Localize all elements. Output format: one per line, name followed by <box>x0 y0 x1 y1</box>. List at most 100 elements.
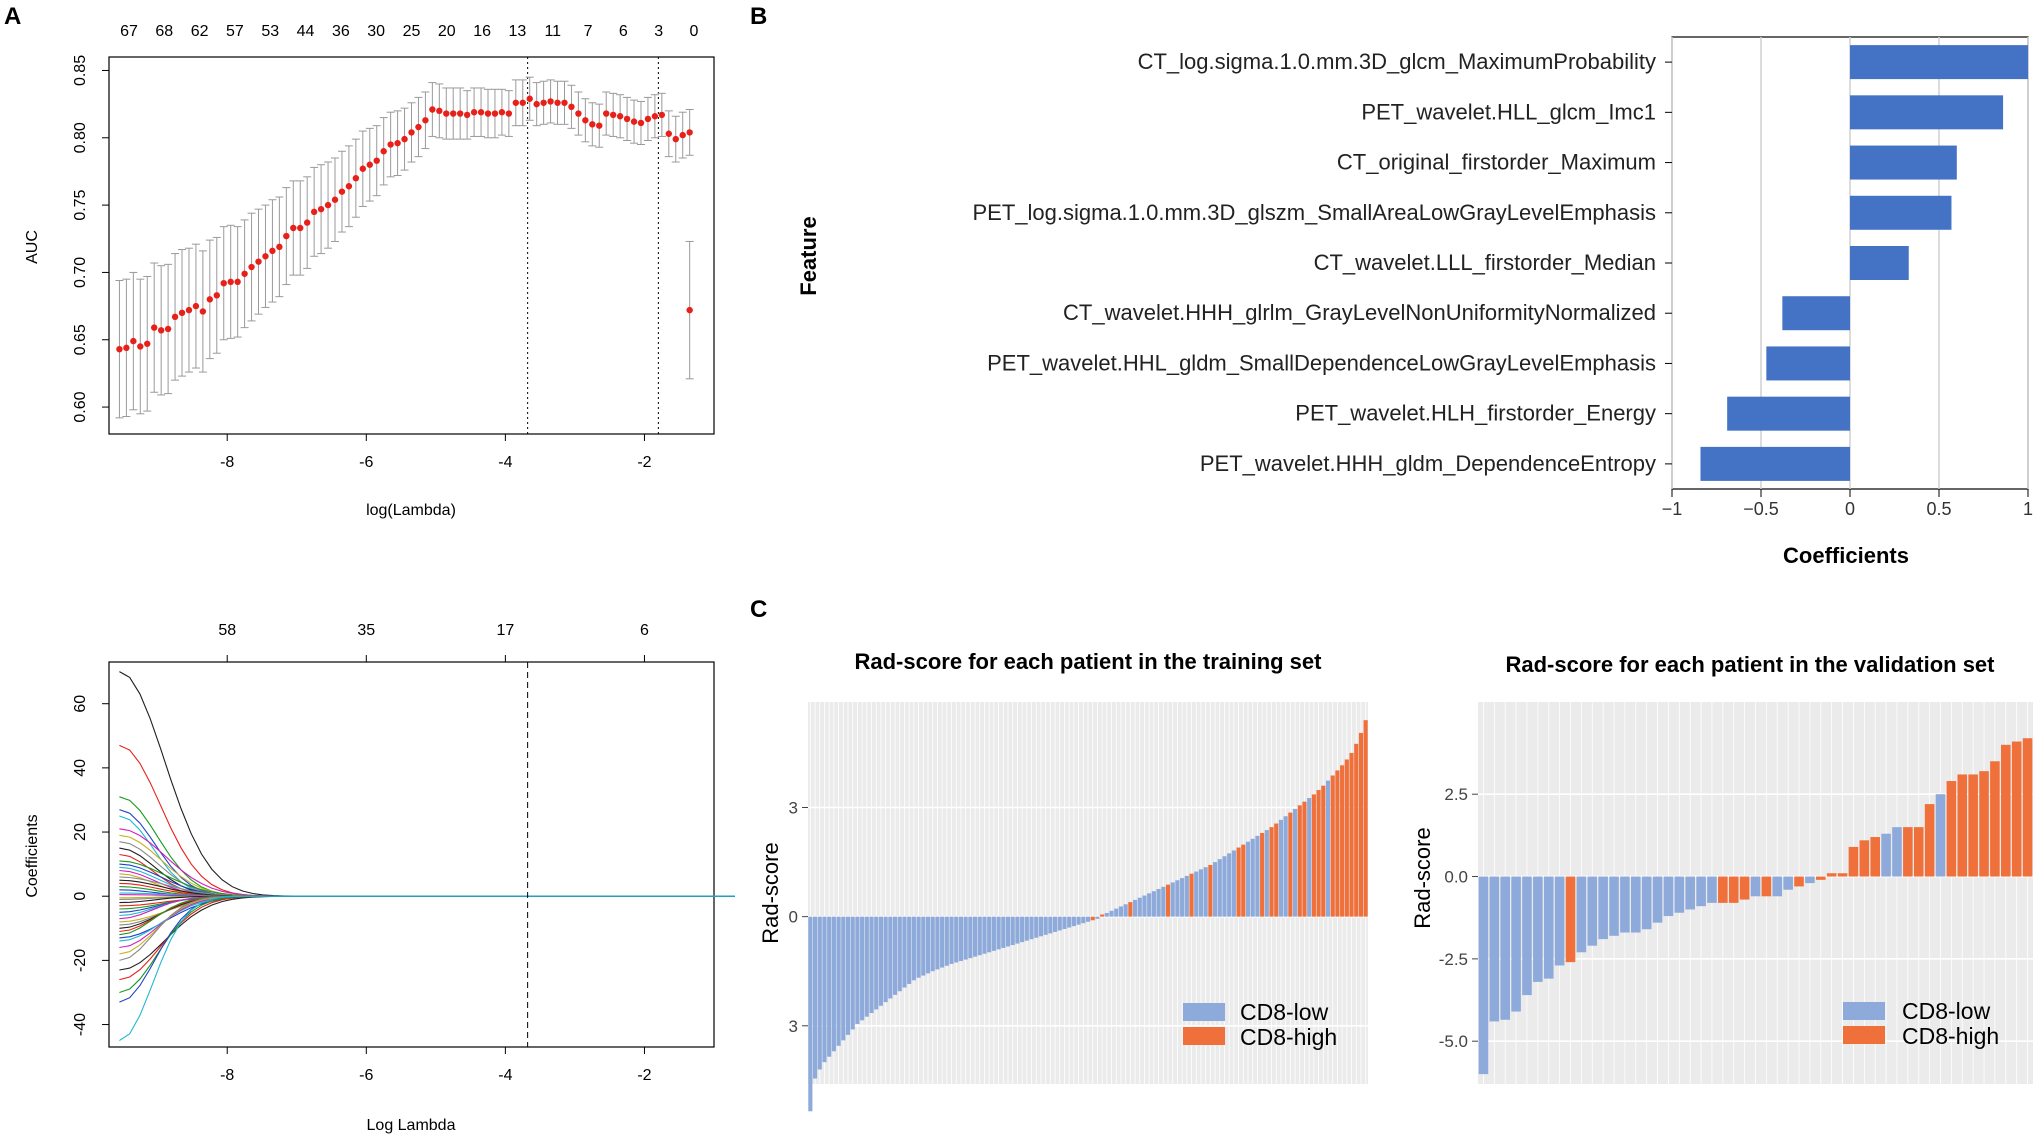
auc-point <box>157 327 165 334</box>
auc-point <box>470 109 478 116</box>
auc-x-label: log(Lambda) <box>366 502 456 519</box>
train-patient-bar <box>1307 798 1312 917</box>
auc-point <box>185 306 193 314</box>
coef-feature-label: CT_log.sigma.1.0.mm.3D_glcm_MaximumProba… <box>1138 49 1656 74</box>
train-patient-bar <box>1325 780 1331 917</box>
train-patient-bar <box>1142 895 1147 917</box>
auc-point <box>269 247 276 255</box>
val-patient-bar <box>1511 876 1521 1012</box>
val-patient-bar <box>1565 876 1576 963</box>
val-patient-bar <box>1707 876 1717 903</box>
train-patient-bar <box>907 916 912 984</box>
coef-feature-label: PET_wavelet.HLL_glcm_Imc1 <box>1361 99 1656 124</box>
train-patient-bar <box>1189 873 1194 917</box>
train-patient-bar <box>878 916 884 1006</box>
train-patient-bar <box>1062 916 1067 930</box>
val-patient-bar <box>2022 738 2033 877</box>
train-patient-bar <box>1311 794 1316 917</box>
coef-feature-label: PET_wavelet.HLH_firstorder_Energy <box>1295 401 1656 426</box>
auc-y-tick-label: 0.80 <box>72 122 89 153</box>
path-top-label: 6 <box>640 622 649 639</box>
auc-point <box>324 201 332 209</box>
val-patient-bar <box>1522 876 1532 996</box>
train-patient-bar <box>874 916 879 1010</box>
train-patient-bar <box>1316 790 1321 917</box>
auc-point <box>505 110 513 117</box>
auc-point <box>366 161 373 168</box>
train-patient-bar <box>888 916 893 999</box>
train-patient-bar <box>827 916 832 1057</box>
coef-bar <box>1850 246 1909 280</box>
auc-point <box>429 106 436 113</box>
path-top-label: 17 <box>496 622 514 639</box>
auc-point <box>206 296 214 303</box>
auc-point <box>575 110 582 117</box>
coef-bar <box>1782 296 1850 331</box>
val-patient-bar <box>1587 876 1598 946</box>
val-patient-bar <box>1968 774 1978 877</box>
val-patient-bar <box>1794 876 1804 887</box>
val-patient-bar <box>1892 827 1902 877</box>
path-y-label: Coefficients <box>24 814 41 897</box>
coef-marks: −1 −0.5 0 0.5 1 CT_log.sigma.1.0.mm.3D_glcm_M… <box>973 37 2033 519</box>
auc-point <box>630 118 638 125</box>
train-y-tick-label: 3 <box>789 799 798 818</box>
train-patient-bar <box>1264 830 1269 917</box>
train-patient-bar <box>1344 759 1349 917</box>
train-patient-bar <box>836 916 841 1046</box>
panel-label-b: B <box>750 3 767 30</box>
val-patient-bar <box>1772 876 1783 897</box>
auc-y-tick-label: 0.60 <box>72 391 89 422</box>
train-patient-bar <box>1278 819 1284 917</box>
path-y-tick-label: 20 <box>72 823 89 841</box>
coef-bar <box>1700 446 1850 481</box>
auc-point <box>373 157 380 164</box>
auc-point <box>561 99 568 106</box>
train-patient-bar <box>1198 869 1204 917</box>
train-patient-bar <box>1363 720 1368 917</box>
train-patient-bar <box>1302 801 1307 917</box>
train-patient-bar <box>1231 850 1236 917</box>
coef-path-line <box>119 895 735 994</box>
train-patient-bar <box>1010 916 1015 946</box>
auc-point <box>686 129 693 136</box>
coef-path-line <box>119 895 735 1003</box>
auc-point <box>408 129 415 136</box>
auc-point <box>596 122 603 129</box>
coef-x-tick-label: −1 <box>1662 499 1683 519</box>
auc-y-tick-label: 0.65 <box>72 324 89 355</box>
train-patient-bar <box>1170 882 1175 917</box>
coef-path-line <box>119 796 735 897</box>
coef-path-chart: -8 -6 -4 -2 -40 -20 0 20 40 60 58 35 17 6 Coefficient… <box>24 622 735 1134</box>
train-patient-bar <box>977 916 982 956</box>
train-patient-bar <box>1250 838 1255 917</box>
train-patient-bar <box>1175 880 1180 917</box>
auc-point <box>637 119 645 127</box>
auc-point <box>317 205 325 213</box>
auc-top-label: 25 <box>403 23 421 40</box>
auc-point <box>672 135 679 143</box>
train-patient-bar <box>822 916 827 1063</box>
train-legend: CD8-low CD8-high <box>1183 999 1337 1050</box>
train-patient-bar <box>911 916 916 981</box>
val-legend-low-label: CD8-low <box>1902 998 1991 1024</box>
train-patient-bar <box>1236 847 1241 917</box>
auc-point <box>512 99 520 106</box>
auc-y-tick-label: 0.75 <box>72 189 89 220</box>
val-patient-bar <box>1837 873 1848 877</box>
panel-label-a: A <box>4 3 21 30</box>
auc-plot-frame <box>108 56 715 435</box>
train-patient-bar <box>1095 916 1100 919</box>
val-y-tick-label: -2.5 <box>1439 950 1468 969</box>
train-patient-bar <box>1335 770 1340 917</box>
auc-point <box>116 345 123 353</box>
path-top-label: 35 <box>357 622 375 639</box>
val-patient-bar <box>1805 876 1815 884</box>
auc-point <box>436 107 443 115</box>
train-patient-bar <box>991 916 996 951</box>
train-patient-bar <box>1354 743 1359 917</box>
auc-point <box>387 141 394 148</box>
auc-point <box>658 111 666 119</box>
train-y-tick-label: 3 <box>789 1017 798 1036</box>
